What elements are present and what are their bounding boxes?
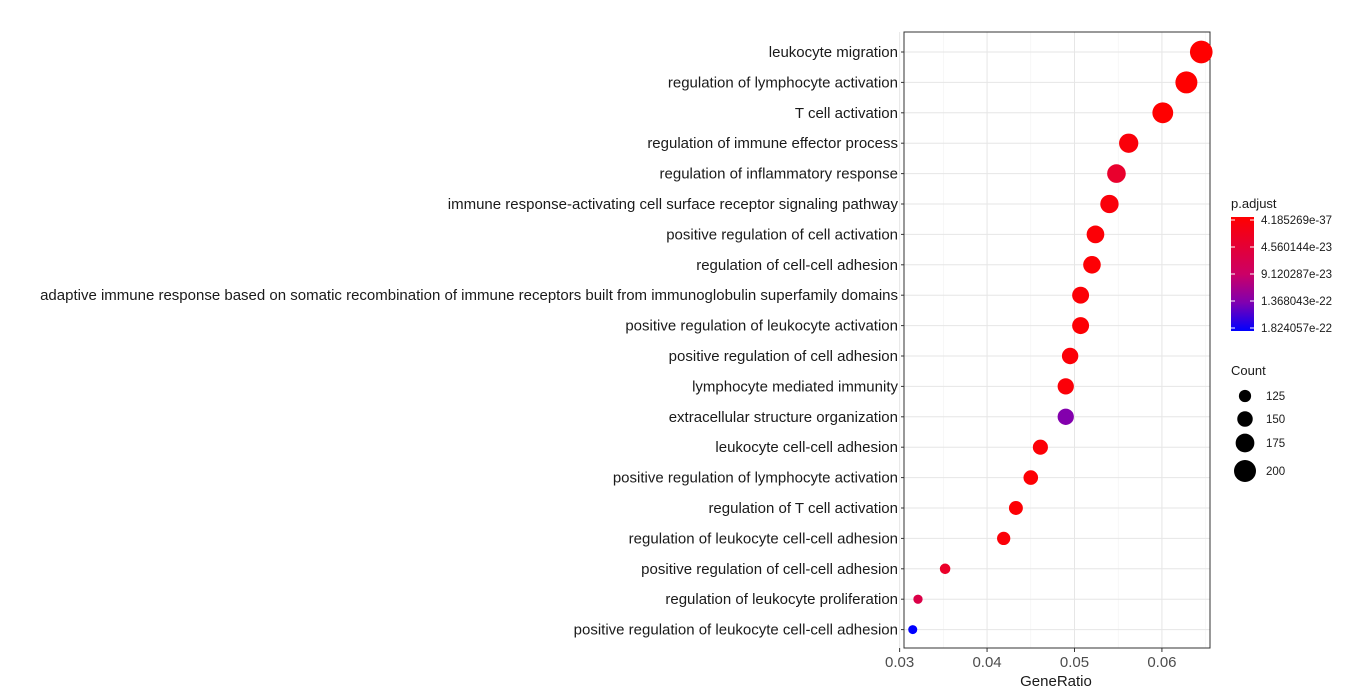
size-legend-dot <box>1237 411 1253 427</box>
y-tick-label: positive regulation of cell adhesion <box>669 348 898 365</box>
y-tick-label: regulation of T cell activation <box>708 500 898 517</box>
data-point <box>1061 347 1079 365</box>
y-tick-label: leukocyte migration <box>769 44 898 61</box>
data-point <box>1023 470 1039 485</box>
color-legend-label: 1.368043e-22 <box>1261 296 1332 308</box>
x-tick-label: 0.03 <box>885 654 914 671</box>
y-tick-label: positive regulation of lymphocyte activa… <box>613 470 898 487</box>
data-point <box>1119 133 1139 153</box>
x-axis-title: GeneRatio <box>1020 673 1092 690</box>
grid-lines <box>899 32 1210 648</box>
x-tick-label: 0.04 <box>972 654 1001 671</box>
data-point <box>1072 317 1090 335</box>
y-tick-label: regulation of inflammatory response <box>660 166 898 183</box>
data-point <box>939 563 951 575</box>
color-legend-label: 4.185269e-37 <box>1261 215 1332 227</box>
size-legend-label: 150 <box>1266 414 1285 426</box>
data-point <box>1086 225 1105 244</box>
data-point <box>1072 286 1090 304</box>
x-axis-ticks: 0.03 0.04 0.05 0.06 <box>885 648 1177 671</box>
y-tick-label: lymphocyte mediated immunity <box>692 378 898 395</box>
data-point <box>1083 256 1101 274</box>
color-legend-title: p.adjust <box>1231 196 1277 211</box>
color-legend-bar <box>1231 217 1254 331</box>
data-point <box>1057 378 1074 395</box>
color-legend-label: 4.560144e-23 <box>1261 242 1332 254</box>
y-tick-label: T cell activation <box>795 105 898 122</box>
plot-panel <box>903 31 1211 649</box>
size-legend-label: 125 <box>1266 391 1285 403</box>
y-tick-label: positive regulation of leukocyte cell-ce… <box>574 622 898 639</box>
y-tick-label: regulation of cell-cell adhesion <box>696 257 898 274</box>
data-point <box>1100 194 1119 214</box>
data-point <box>1152 102 1174 124</box>
y-tick-label: regulation of lymphocyte activation <box>668 74 898 91</box>
x-tick-label: 0.06 <box>1147 654 1176 671</box>
data-point <box>1032 439 1048 455</box>
y-tick-label: positive regulation of cell-cell adhesio… <box>641 561 898 578</box>
y-tick-label: positive regulation of cell activation <box>666 226 898 243</box>
size-legend-title: Count <box>1231 363 1266 378</box>
y-axis-labels: leukocyte migration regulation of lymphoc… <box>40 44 898 639</box>
data-point <box>1189 40 1213 64</box>
size-legend: Count 125 150 175 200 <box>1231 363 1285 482</box>
y-tick-label: regulation of leukocyte proliferation <box>665 591 898 608</box>
y-tick-label: regulation of leukocyte cell-cell adhesi… <box>629 530 898 547</box>
size-legend-dot <box>1238 389 1252 403</box>
y-tick-label: immune response-activating cell surface … <box>448 196 899 213</box>
color-legend: p.adjust 4.185269e-37 4.560144e-23 9.12028… <box>1231 196 1332 335</box>
y-tick-label: leukocyte cell-cell adhesion <box>715 439 898 456</box>
size-legend-label: 175 <box>1266 438 1285 450</box>
y-tick-label: extracellular structure organization <box>669 409 898 426</box>
size-legend-label: 200 <box>1266 466 1285 478</box>
y-tick-label: positive regulation of leukocyte activat… <box>625 318 898 335</box>
color-legend-label: 1.824057e-22 <box>1261 323 1332 335</box>
y-axis-ticks <box>901 51 904 631</box>
color-legend-label: 9.120287e-23 <box>1261 269 1332 281</box>
data-point <box>1057 408 1074 425</box>
data-point <box>997 531 1011 546</box>
data-point <box>1008 501 1023 515</box>
x-tick-label: 0.05 <box>1060 654 1089 671</box>
size-legend-dot <box>1235 433 1255 453</box>
y-tick-label: regulation of immune effector process <box>647 135 898 152</box>
size-legend-dot <box>1234 460 1256 482</box>
data-point <box>913 594 923 604</box>
y-tick-label: adaptive immune response based on somati… <box>40 287 898 304</box>
data-point <box>1175 71 1198 94</box>
data-points <box>908 40 1213 635</box>
data-point <box>1107 164 1126 183</box>
data-point <box>908 625 918 635</box>
